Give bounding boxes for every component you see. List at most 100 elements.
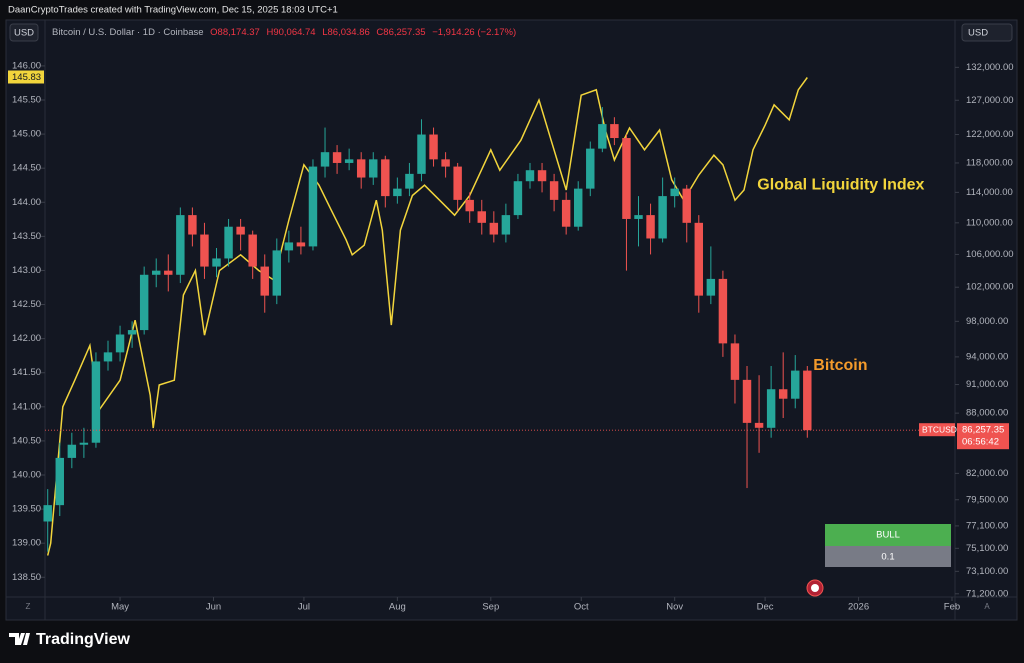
candle-body xyxy=(634,215,643,219)
candle xyxy=(356,152,366,189)
candle-body xyxy=(224,226,233,259)
series-annotation: Global Liquidity Index xyxy=(757,176,924,193)
currency-button[interactable] xyxy=(9,23,39,42)
candle xyxy=(200,222,209,279)
candle-body xyxy=(200,234,209,267)
candle-body xyxy=(706,278,716,296)
legend-symbol: Bitcoin / U.S. Dollar · 1D · Coinbase xyxy=(52,27,204,38)
y2-tick-label: 118,000.00 xyxy=(966,157,1013,168)
candle-body xyxy=(393,188,402,197)
candle-body xyxy=(152,270,161,275)
y2-tick-label: 88,000.00 xyxy=(966,408,1008,419)
candle-body xyxy=(682,188,691,223)
candle xyxy=(622,134,631,271)
y-tick-label: 144.00 xyxy=(12,197,41,208)
legend-low: L86,034.86 xyxy=(322,27,370,38)
candle xyxy=(43,489,52,552)
candle-body xyxy=(754,422,764,428)
candle-body xyxy=(803,370,812,431)
last-value-tag xyxy=(8,70,44,84)
candle xyxy=(694,215,704,313)
price-label: 86,257.35 xyxy=(962,425,1004,436)
candle xyxy=(381,155,390,208)
candle xyxy=(561,192,571,235)
currency-right[interactable]: USD xyxy=(968,28,988,39)
candle-body xyxy=(525,170,535,182)
candle-body xyxy=(188,215,197,235)
y-tick-label: 141.00 xyxy=(12,401,41,412)
candle xyxy=(803,366,812,438)
candle-body xyxy=(284,242,294,251)
candle-body xyxy=(176,215,185,275)
candle xyxy=(188,207,197,247)
candle-body xyxy=(344,159,354,163)
candle xyxy=(103,340,113,371)
candle-body xyxy=(91,361,101,443)
candle-body xyxy=(622,138,631,219)
candle xyxy=(224,218,233,267)
candle-body xyxy=(489,222,499,235)
candle xyxy=(417,119,426,182)
candle xyxy=(646,203,655,255)
y-tick-label: 143.50 xyxy=(12,231,41,242)
y2-tick-label: 75,100.00 xyxy=(966,543,1008,554)
y2-tick-label: 82,000.00 xyxy=(966,468,1008,479)
candle xyxy=(791,355,800,409)
candle-body xyxy=(453,166,462,200)
y2-tick-label: 79,500.00 xyxy=(966,494,1008,505)
x-tick-label: 2026 xyxy=(848,602,869,613)
candle-body xyxy=(791,370,800,399)
chart-panel xyxy=(5,19,1018,621)
candle-body xyxy=(115,334,125,353)
candle-body xyxy=(778,389,788,399)
x-tick-label: Jul xyxy=(298,602,310,613)
legend: Bitcoin / U.S. Dollar · 1D · Coinbase O8… xyxy=(52,27,516,38)
candle xyxy=(260,254,269,313)
candle-body xyxy=(417,134,426,174)
candle xyxy=(670,177,679,208)
logo-mark xyxy=(9,633,30,645)
footer-brand: TradingView xyxy=(36,631,131,648)
x-tick-label: Feb xyxy=(944,602,960,613)
candle-body xyxy=(356,159,366,178)
candle-body xyxy=(513,181,523,216)
last-value-label: 145.83 xyxy=(12,72,41,83)
y2-tick-label: 106,000.00 xyxy=(966,249,1014,260)
candle-body xyxy=(260,266,269,296)
candle xyxy=(369,152,378,185)
axis-button-right[interactable]: A xyxy=(984,602,990,611)
candle-body xyxy=(296,242,306,247)
candle xyxy=(778,352,788,418)
y-tick-label: 145.00 xyxy=(12,129,41,140)
y-tick-label: 140.00 xyxy=(12,470,41,481)
candle xyxy=(139,266,149,335)
candle-body xyxy=(561,199,571,227)
candle xyxy=(573,181,583,231)
y2-tick-label: 71,200.00 xyxy=(966,588,1008,599)
candle-body xyxy=(646,215,655,239)
event-icon[interactable] xyxy=(806,579,824,597)
axis-button-left[interactable]: Z xyxy=(26,602,31,611)
candle-body xyxy=(766,389,776,428)
candle xyxy=(742,366,752,489)
x-tick-label: Jun xyxy=(206,602,221,613)
candle xyxy=(296,226,306,255)
candle xyxy=(610,117,619,146)
candle xyxy=(658,177,667,243)
candle-body xyxy=(670,188,679,197)
y-tick-label: 139.00 xyxy=(12,538,41,549)
candle xyxy=(766,366,776,438)
candle xyxy=(586,141,595,197)
candle xyxy=(429,127,438,167)
currency-left[interactable]: USD xyxy=(14,28,34,39)
footer-logo: TradingView xyxy=(9,631,131,648)
candle-body xyxy=(694,222,704,296)
candle-body xyxy=(103,352,113,362)
candle xyxy=(537,162,547,193)
price-tag xyxy=(957,423,1009,450)
candle-body xyxy=(537,170,547,182)
currency-button[interactable] xyxy=(961,23,1013,42)
candle-body xyxy=(320,152,330,167)
